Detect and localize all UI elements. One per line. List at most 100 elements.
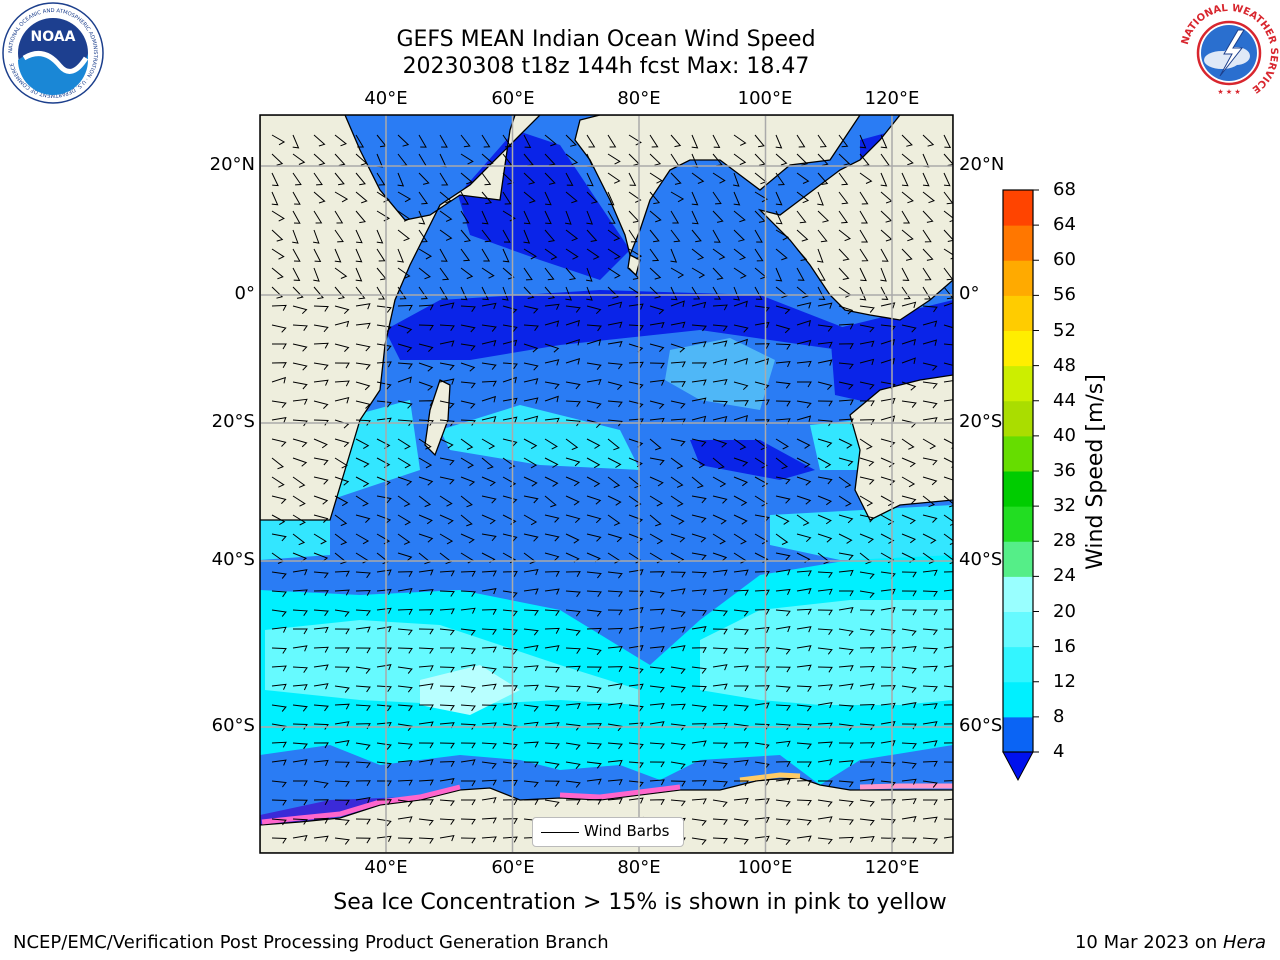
wind-barb xyxy=(733,457,749,467)
wind-barb xyxy=(460,590,476,597)
wind-barb xyxy=(292,248,301,262)
wind-barb xyxy=(292,666,308,673)
wind-barb xyxy=(712,416,728,423)
wind-barb xyxy=(901,153,914,166)
wind-barb xyxy=(586,778,602,785)
wind-barb xyxy=(818,780,833,787)
wind-barb xyxy=(481,267,495,279)
wind-barb xyxy=(649,646,665,653)
wind-barb xyxy=(838,760,854,767)
wind-barb xyxy=(439,362,455,371)
wind-barb xyxy=(775,248,788,261)
wind-barb xyxy=(754,248,764,262)
wind-barb xyxy=(817,571,833,578)
wind-barb xyxy=(544,722,560,729)
wind-barb xyxy=(460,172,473,185)
wind-barb xyxy=(313,379,329,386)
wind-barb xyxy=(796,608,812,615)
wind-barb xyxy=(544,381,560,390)
lat-label-left: 20°N xyxy=(209,154,255,175)
wind-barb xyxy=(481,533,497,542)
wind-barb xyxy=(733,609,749,617)
wind-barb xyxy=(544,395,559,403)
wind-barb xyxy=(712,400,728,407)
wind-barb xyxy=(817,837,833,845)
wind-barb xyxy=(523,172,536,185)
wind-barb xyxy=(901,457,916,468)
wind-barb xyxy=(523,721,539,728)
wind-barb xyxy=(439,286,449,300)
graticule xyxy=(260,115,953,853)
wind-barb xyxy=(901,571,917,578)
wind-barb xyxy=(901,301,917,309)
wind-barb xyxy=(355,248,363,263)
wind-barb xyxy=(859,267,867,282)
wind-barb xyxy=(880,286,889,300)
wind-barb xyxy=(880,267,887,282)
wind-barb xyxy=(565,419,581,427)
wind-barb xyxy=(313,590,329,597)
wind-barb xyxy=(376,818,392,827)
map-legend: Wind Barbs xyxy=(532,817,684,847)
wind-barb xyxy=(502,248,510,263)
wind-barb xyxy=(922,134,935,147)
generation-date-text: 10 Mar 2023 on xyxy=(1074,932,1223,953)
wind-barb xyxy=(292,210,301,224)
wind-barb xyxy=(838,153,851,166)
wind-barb xyxy=(439,324,455,331)
wind-barb xyxy=(670,210,680,224)
wind-barb xyxy=(460,514,473,527)
colorbar-segment xyxy=(1003,435,1033,472)
wind-barb xyxy=(838,818,854,825)
wind-barb xyxy=(838,514,854,524)
wind-barb xyxy=(691,362,707,369)
wind-barb xyxy=(418,742,434,749)
wind-barb xyxy=(439,248,448,262)
wind-barb xyxy=(943,476,953,486)
wind-barb xyxy=(313,457,329,466)
wind-barb xyxy=(922,172,930,187)
wind-barb xyxy=(481,229,492,243)
wind-barb xyxy=(796,570,812,577)
wind-barb xyxy=(943,362,953,366)
wind-barb xyxy=(922,647,938,654)
wind-barb xyxy=(397,533,411,545)
wind-barb xyxy=(313,817,329,824)
wind-barb xyxy=(523,134,532,148)
wind-barb xyxy=(481,134,491,148)
wind-barb xyxy=(271,571,287,579)
wind-barb xyxy=(733,837,749,845)
wind-barb xyxy=(901,248,913,261)
wind-barb xyxy=(460,134,471,148)
wind-barb xyxy=(943,399,953,402)
lat-label-left: 0° xyxy=(234,283,255,304)
wind-barb xyxy=(901,666,917,674)
wind-barb xyxy=(943,589,953,592)
wind-barb xyxy=(502,723,518,731)
wind-barb xyxy=(439,400,455,409)
wind-barb xyxy=(586,761,602,769)
wind-barb xyxy=(397,837,413,844)
wind-barb xyxy=(607,533,623,543)
wind-barb xyxy=(481,704,497,711)
wind-barb xyxy=(670,588,686,595)
wind-barb xyxy=(271,495,287,504)
wind-barb xyxy=(817,400,833,407)
wind-barb xyxy=(733,742,749,748)
wind-barb xyxy=(523,438,538,450)
wind-barb xyxy=(523,514,538,526)
wind-barb xyxy=(461,799,476,806)
wind-barb xyxy=(544,457,559,468)
colorbar-tick-label: 20 xyxy=(1053,600,1076,622)
wind-barb xyxy=(607,476,621,489)
wind-barb xyxy=(481,395,496,403)
wind-barb xyxy=(670,172,682,185)
wind-barb xyxy=(544,761,560,769)
wind-barb xyxy=(481,761,497,769)
wind-barb xyxy=(481,380,497,387)
wind-barb xyxy=(775,778,791,785)
wind-barb xyxy=(313,683,329,690)
wind-barb xyxy=(712,818,728,825)
wind-barb xyxy=(565,761,581,770)
wind-barb xyxy=(754,343,770,350)
